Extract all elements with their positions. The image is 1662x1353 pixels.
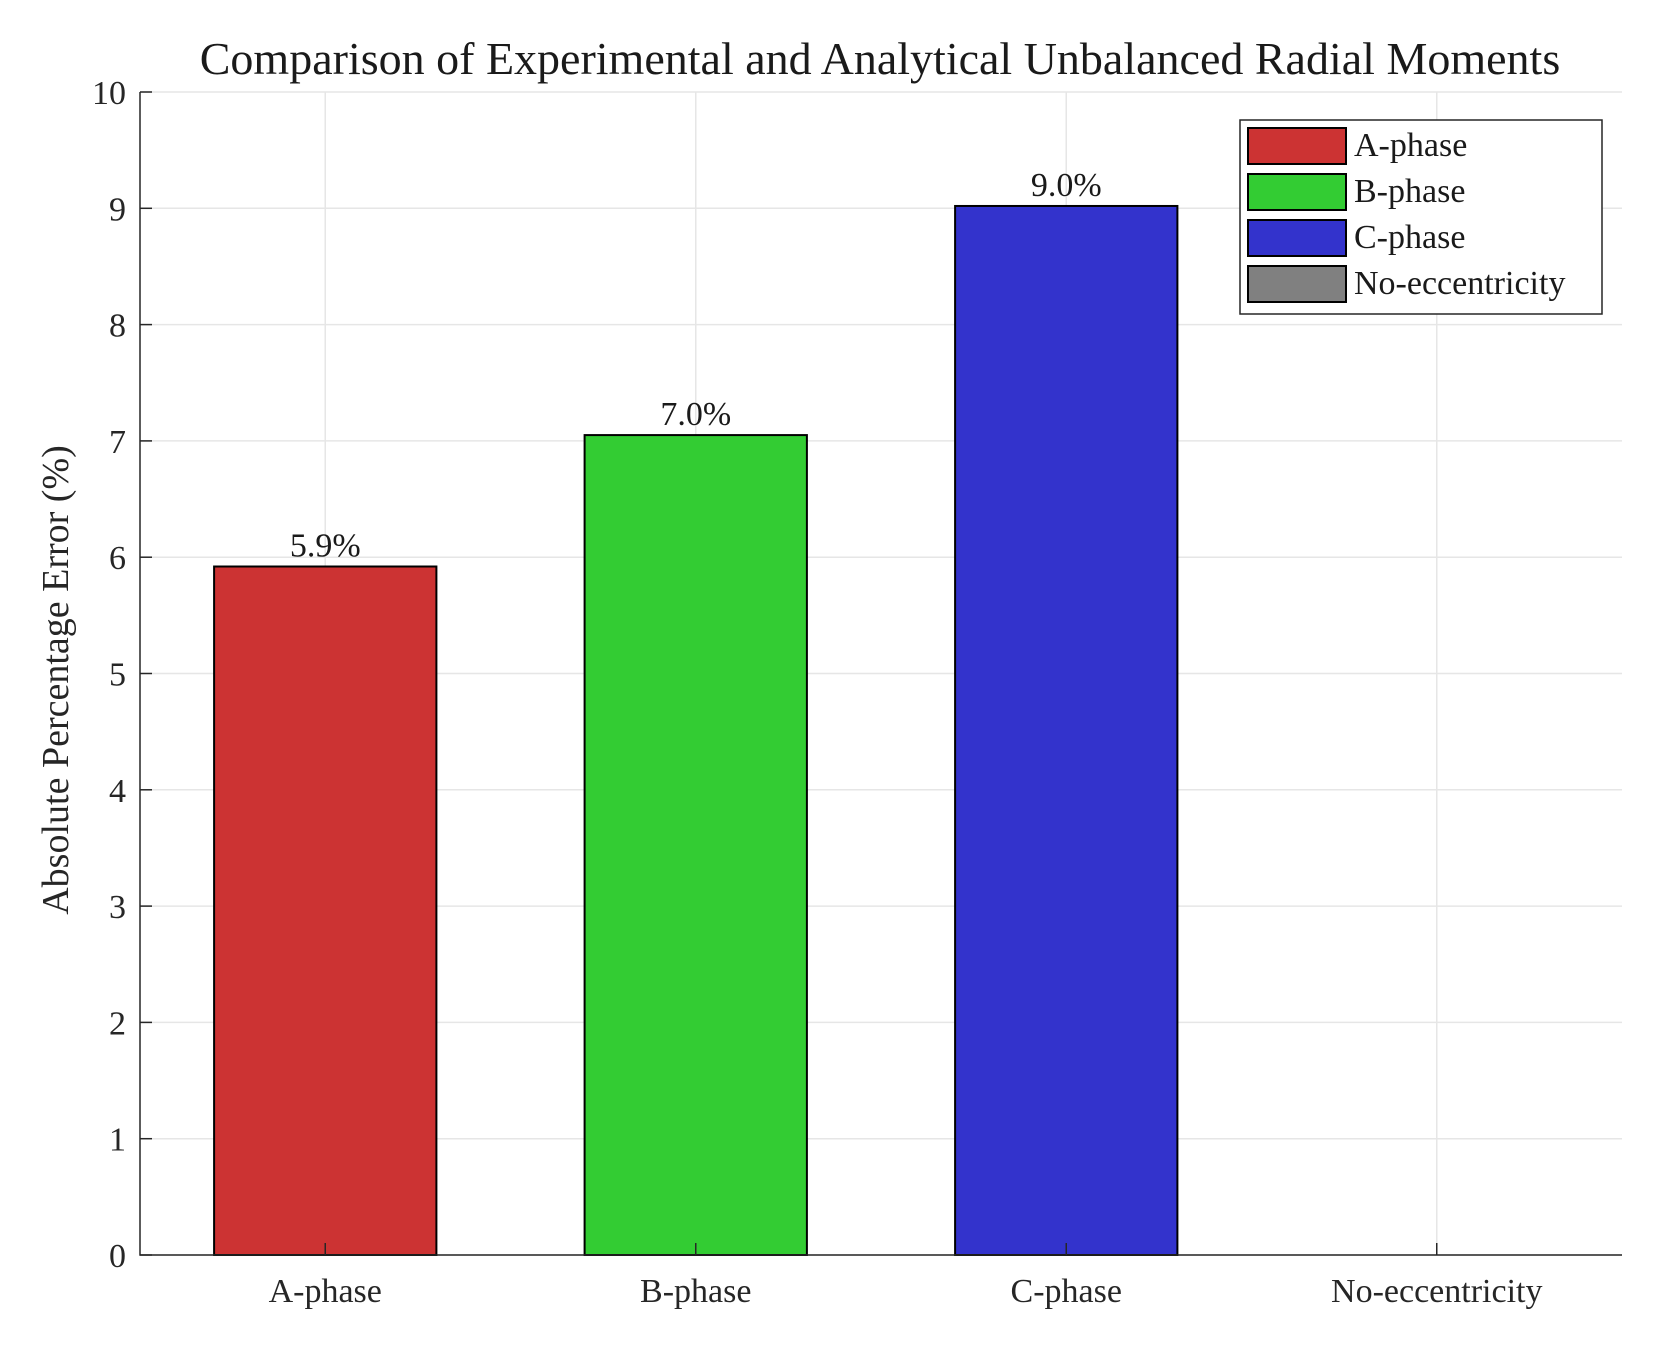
y-tick-label: 8 [109,308,126,345]
legend-label-b-phase: B-phase [1354,173,1465,210]
y-tick-label: 4 [109,773,126,810]
data-label-a-phase: 5.9% [290,528,361,565]
y-axis-label: Absolute Percentage Error (%) [35,445,77,915]
x-tick-label-c-phase: C-phase [1011,1273,1122,1310]
y-tick-label: 10 [92,75,126,112]
y-tick-label: 2 [109,1005,126,1042]
axis-lines [139,92,1622,1256]
legend-swatch-c-phase [1247,219,1347,257]
x-tick-label-b-phase: B-phase [640,1273,751,1310]
axes: 0 1 2 3 4 5 6 7 8 9 10 A-phase B-phase C-phase No-ecce… [92,75,1622,1310]
y-tick-label: 1 [109,1122,126,1159]
data-label-b-phase: 7.0% [660,396,731,433]
bar-a-phase [213,565,438,1256]
x-tick-label-a-phase: A-phase [269,1273,382,1310]
x-tick-label-no-eccentricity: No-eccentricity [1331,1273,1542,1310]
legend: A-phase B-phase C-phase No-eccentricity [1239,119,1603,315]
legend-swatch-a-phase [1247,127,1347,165]
y-tick-label: 6 [109,540,126,577]
data-label-c-phase: 9.0% [1031,167,1102,204]
y-tick-label: 7 [109,424,126,461]
bars [213,204,1179,1256]
legend-swatch-no-eccentricity [1247,265,1347,303]
y-tick-label: 9 [109,191,126,228]
legend-label-no-eccentricity: No-eccentricity [1354,265,1565,302]
legend-swatch-b-phase [1247,173,1347,211]
legend-label-a-phase: A-phase [1354,127,1467,164]
bar-c-phase [954,204,1179,1256]
chart-title: Comparison of Experimental and Analytica… [200,33,1560,84]
y-tick-label: 0 [109,1238,126,1275]
legend-label-c-phase: C-phase [1354,219,1465,256]
data-labels: 5.9% 7.0% 9.0% [290,167,1102,565]
y-tick-label: 3 [109,889,126,926]
bar-b-phase [583,434,808,1256]
y-tick-label: 5 [109,657,126,694]
